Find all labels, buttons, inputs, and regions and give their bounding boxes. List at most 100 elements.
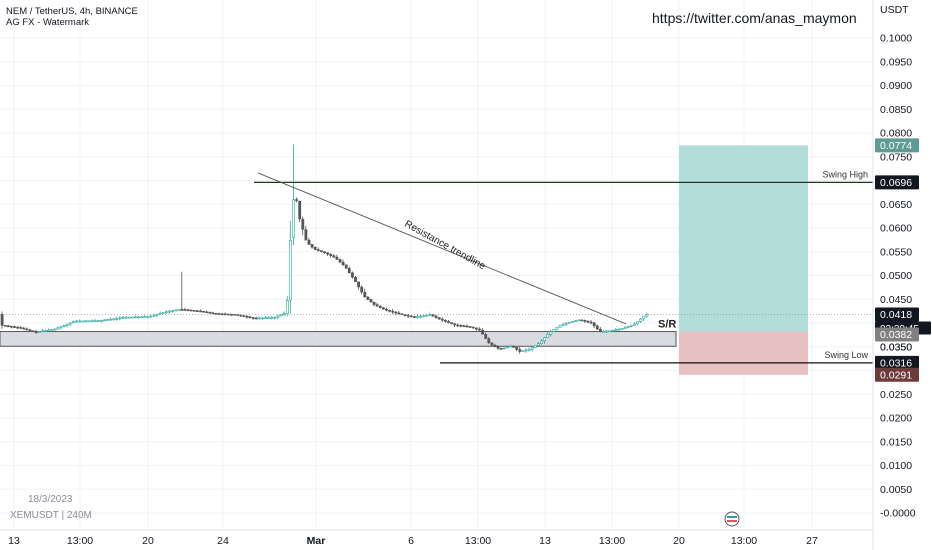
candle-body xyxy=(75,320,78,323)
swing-high-label: Swing High xyxy=(822,169,868,179)
candle-body xyxy=(633,323,636,326)
price-label[interactable]: 0.0774 xyxy=(875,138,919,153)
candle-body xyxy=(22,327,26,330)
candle-body xyxy=(208,311,212,314)
candle-body xyxy=(465,325,469,328)
candle-body xyxy=(251,317,255,319)
candle-body xyxy=(419,315,423,318)
candle-body xyxy=(292,199,295,238)
candle-body xyxy=(239,314,243,317)
candle-body xyxy=(490,342,494,346)
candle-body xyxy=(592,322,596,327)
price-label[interactable]: 0.0696 xyxy=(875,175,919,190)
candle-body xyxy=(555,326,559,330)
resistance-trendline[interactable] xyxy=(257,172,627,325)
candle-body xyxy=(165,311,168,314)
candle-body xyxy=(183,309,187,311)
candle-body xyxy=(127,316,131,319)
candle-body xyxy=(515,346,519,350)
sr-label: S/R xyxy=(658,319,676,331)
candle-body xyxy=(639,318,643,322)
candle-body xyxy=(81,320,85,323)
watermark-symbol: XEMUSDT | 240M xyxy=(10,510,92,521)
candle-body xyxy=(10,325,13,328)
candle-body xyxy=(598,328,602,332)
candle-body xyxy=(406,314,410,317)
candle-body xyxy=(34,331,38,333)
time-tick-label: 6 xyxy=(408,535,414,547)
candle-body xyxy=(174,309,178,312)
candle-body xyxy=(323,251,326,253)
candle-body xyxy=(564,322,568,325)
price-label-text: 0.0291 xyxy=(880,369,912,381)
price-label[interactable]: 0.0382 xyxy=(875,327,919,342)
candle-body xyxy=(171,310,175,312)
candle-body xyxy=(474,327,478,330)
candle-body xyxy=(332,255,336,258)
candle-body xyxy=(543,337,547,342)
candle-body xyxy=(546,334,550,338)
candle-body xyxy=(375,304,379,307)
price-label[interactable]: 0.0291 xyxy=(875,367,919,382)
candle-body xyxy=(134,316,137,319)
candle-body xyxy=(366,296,370,300)
profit-zone[interactable] xyxy=(679,145,808,332)
candle-body xyxy=(90,320,94,323)
candle-body xyxy=(56,327,60,330)
candle-body xyxy=(196,310,199,312)
time-axis-ticks: 13 13:00 20 24 Mar 6 13:00 13 13:00 20 13:00 27 xyxy=(8,535,818,547)
candle-body xyxy=(574,320,578,322)
candle-body xyxy=(369,299,373,303)
price-tick-label: 0.0900 xyxy=(880,80,912,92)
tradingview-logo-icon[interactable] xyxy=(724,511,740,527)
candle-body xyxy=(629,324,633,327)
candle-body xyxy=(462,325,466,328)
candle-body xyxy=(530,347,534,350)
candle-body xyxy=(149,315,153,318)
candle-body xyxy=(152,314,156,317)
sr-zone[interactable] xyxy=(0,331,677,347)
price-axis[interactable] xyxy=(873,0,932,530)
watermark-date: 18/3/2023 xyxy=(28,494,73,505)
candle-body xyxy=(571,321,574,323)
candle-body xyxy=(440,318,444,321)
candle-body xyxy=(279,314,283,317)
candle-body xyxy=(431,314,435,317)
candle-body xyxy=(626,326,630,328)
symbol-title[interactable]: NEM / TetherUS, 4h, BINANCE xyxy=(6,6,138,17)
candle-body xyxy=(552,329,556,332)
candle-body xyxy=(363,291,367,298)
candle-body xyxy=(189,309,193,312)
candle-body xyxy=(202,310,206,313)
candle-body xyxy=(478,328,481,331)
candle-body xyxy=(143,316,147,318)
candle-body xyxy=(558,324,562,328)
loss-zone[interactable] xyxy=(679,331,808,375)
price-tick-label: 0.0650 xyxy=(880,199,912,211)
candle-body xyxy=(140,316,144,318)
candle-body xyxy=(248,316,252,319)
candle-body xyxy=(93,320,97,323)
indicator-title[interactable]: AG FX - Watermark xyxy=(6,17,89,28)
candle-body xyxy=(487,338,491,344)
candle-body xyxy=(341,261,345,266)
candle-body xyxy=(50,329,54,331)
candle-body xyxy=(360,286,364,293)
candle-body xyxy=(602,330,605,333)
candle-body xyxy=(168,310,171,313)
price-tick-label: 0.0200 xyxy=(880,413,912,425)
candle-body xyxy=(137,316,140,319)
candle-body xyxy=(53,328,57,331)
candle-body xyxy=(338,259,342,263)
candle-body xyxy=(310,244,314,248)
time-tick-label: 20 xyxy=(142,535,154,547)
watermark-url: https://twitter.com/anas_maymon xyxy=(652,10,857,26)
candle-body xyxy=(533,345,537,348)
candle-body xyxy=(381,307,385,310)
candle-body xyxy=(103,319,106,322)
candle-body xyxy=(481,329,485,335)
candle-body xyxy=(288,240,292,301)
price-label[interactable]: 0.0316 xyxy=(875,355,919,370)
trendline-label: Resistance trendline xyxy=(403,219,488,273)
